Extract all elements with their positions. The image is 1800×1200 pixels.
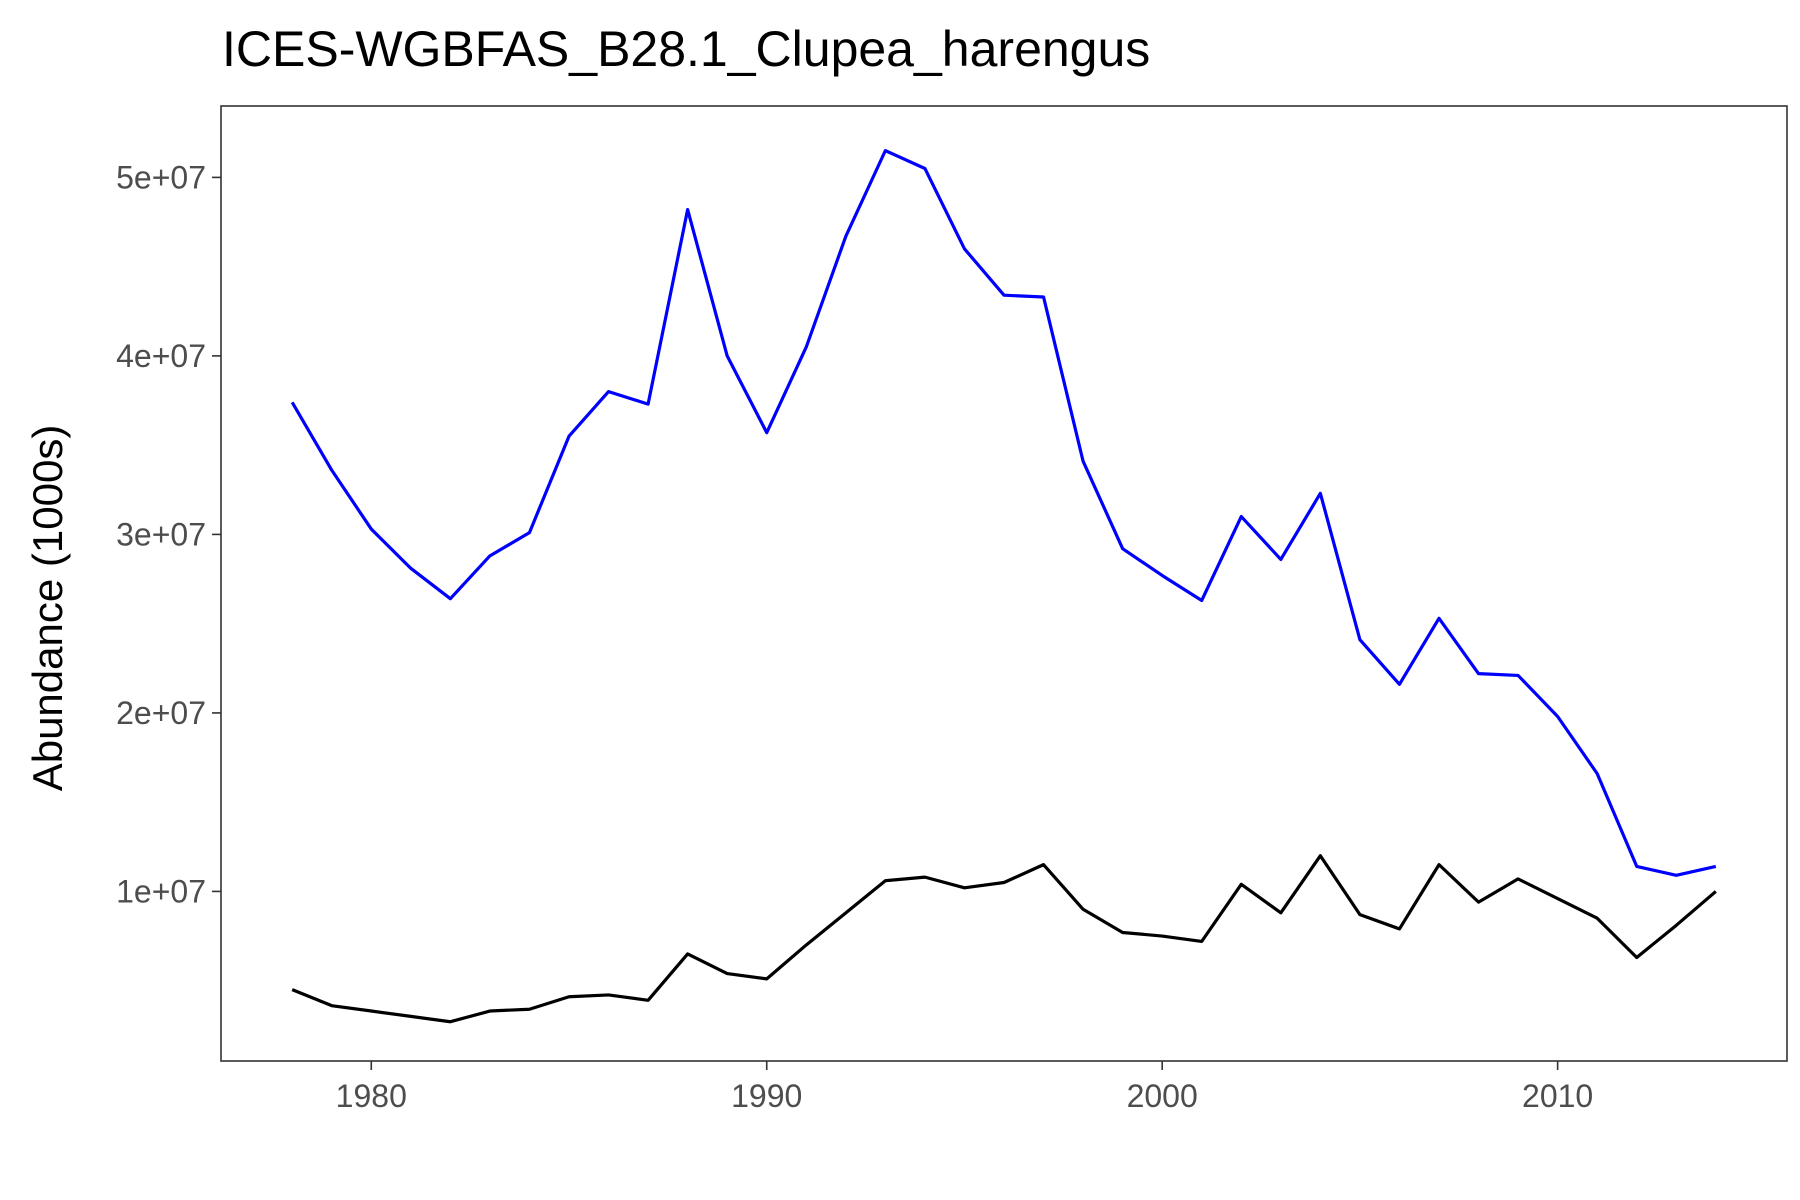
plot-panel xyxy=(220,105,1788,1062)
y-tick-label: 1e+07 xyxy=(116,873,206,909)
series-layer xyxy=(290,149,1717,1024)
x-tick-label: 2000 xyxy=(1127,1078,1198,1114)
series-line-1 xyxy=(290,149,1717,877)
y-axis-label: Abundance (1000s) xyxy=(24,425,71,792)
y-tick-label: 5e+07 xyxy=(116,159,206,195)
y-axis: 1e+07 2e+07 3e+07 4e+07 5e+07 xyxy=(116,159,221,909)
x-tick-label: 2010 xyxy=(1522,1078,1593,1114)
y-axis-label-group: Abundance (1000s) xyxy=(24,425,71,792)
x-tick-label: 1980 xyxy=(336,1078,407,1114)
y-tick-label: 3e+07 xyxy=(116,516,206,552)
series-line-2 xyxy=(291,854,1717,1024)
y-tick-label: 2e+07 xyxy=(116,695,206,731)
x-axis: 1980 1990 2000 2010 xyxy=(336,1061,1593,1114)
y-tick-label: 4e+07 xyxy=(116,338,206,374)
x-tick-label: 1990 xyxy=(731,1078,802,1114)
chart-title: ICES-WGBFAS_B28.1_Clupea_harengus xyxy=(222,21,1150,77)
